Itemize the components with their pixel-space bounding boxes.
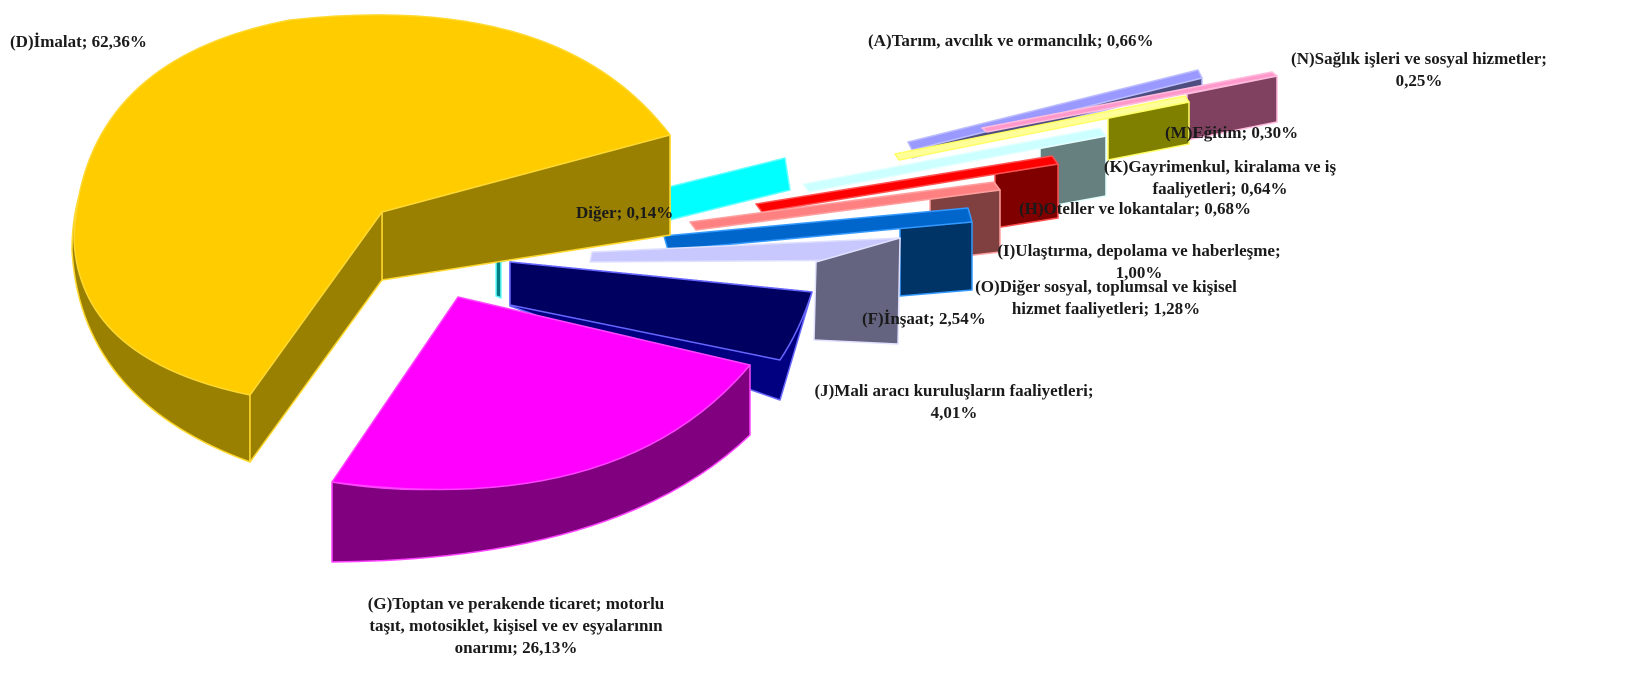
slice-m-top [894,95,1190,161]
slice-label-k: (K)Gayrimenkul, kiralama ve iş faaliyetle… [1086,156,1354,200]
slice-label-f-line-0: (F)İnşaat; 2,54% [862,309,986,328]
slice-label-j: (J)Mali aracı kuruluşların faaliyetleri;… [800,380,1108,424]
slice-label-i-line-1: 1,00% [1115,263,1163,282]
slice-label-other-line-0: Diğer; 0,14% [576,203,674,222]
slice-label-h: (H)Oteller ve lokantalar; 0,68% [1019,198,1251,220]
slice-d-cut2 [249,211,383,463]
slice-label-a: (A)Tarım, avcılık ve ormancılık; 0,66% [868,30,1154,52]
slice-label-g-line-2: onarımı; 26,13% [454,638,578,657]
slice-label-o-line-0: (O)Diğer sosyal, toplumsal ve kişisel [975,277,1237,296]
slice-label-k-line-0: (K)Gayrimenkul, kiralama ve iş [1103,157,1337,176]
slice-g-top [331,296,751,491]
slice-label-n: (N)Sağlık işleri ve sosyal hizmetler; 0,2… [1278,48,1560,92]
slice-f-side [813,237,901,345]
slice-label-a-line-0: (A)Tarım, avcılık ve ormancılık; 0,66% [868,31,1154,50]
slice-a-top [907,69,1203,151]
slice-h-top [755,155,1059,213]
slice-label-d: (D)İmalat; 62,36% [10,31,147,53]
slice-label-k-line-1: faaliyetleri; 0,64% [1152,179,1288,198]
slice-label-i-line-0: (I)Ulaştırma, depolama ve haberleşme; [997,241,1281,260]
slice-label-n-line-1: 0,25% [1395,71,1443,90]
slice-label-i: (I)Ulaştırma, depolama ve haberleşme; 1,0… [988,240,1290,284]
slice-o-top [663,207,973,251]
slice-label-f: (F)İnşaat; 2,54% [862,308,986,330]
slice-label-g-line-0: (G)Toptan ve perakende ticaret; motorlu [367,594,665,613]
slice-label-o: (O)Diğer sosyal, toplumsal ve kişisel hiz… [960,276,1252,320]
slice-label-n-line-0: (N)Sağlık işleri ve sosyal hizmetler; [1291,49,1547,68]
pie-slices [71,14,1278,563]
slice-n-top [981,71,1278,133]
slice-label-o-line-1: hizmet faaliyetleri; 1,28% [1011,299,1201,318]
slice-label-m-line-0: (M)Eğitim; 0,30% [1165,123,1299,142]
slice-i-top [689,181,1001,231]
slice-k-top [802,127,1107,193]
slice-d-top [73,14,671,396]
slice-label-other: Diğer; 0,14% [576,202,673,224]
slice-label-g-line-1: taşıt, motosiklet, kişisel ve ev eşyalar… [369,616,663,635]
slice-label-g: (G)Toptan ve perakende ticaret; motorlu t… [316,593,716,659]
slice-label-d-line-0: (D)İmalat; 62,36% [10,32,147,51]
slice-label-j-line-0: (J)Mali aracı kuruluşların faaliyetleri; [814,381,1094,400]
slice-j-top [509,261,813,361]
slice-label-j-line-1: 4,01% [930,403,978,422]
slice-label-m: (M)Eğitim; 0,30% [1165,122,1298,144]
slice-label-h-line-0: (H)Oteller ve lokantalar; 0,68% [1019,199,1251,218]
